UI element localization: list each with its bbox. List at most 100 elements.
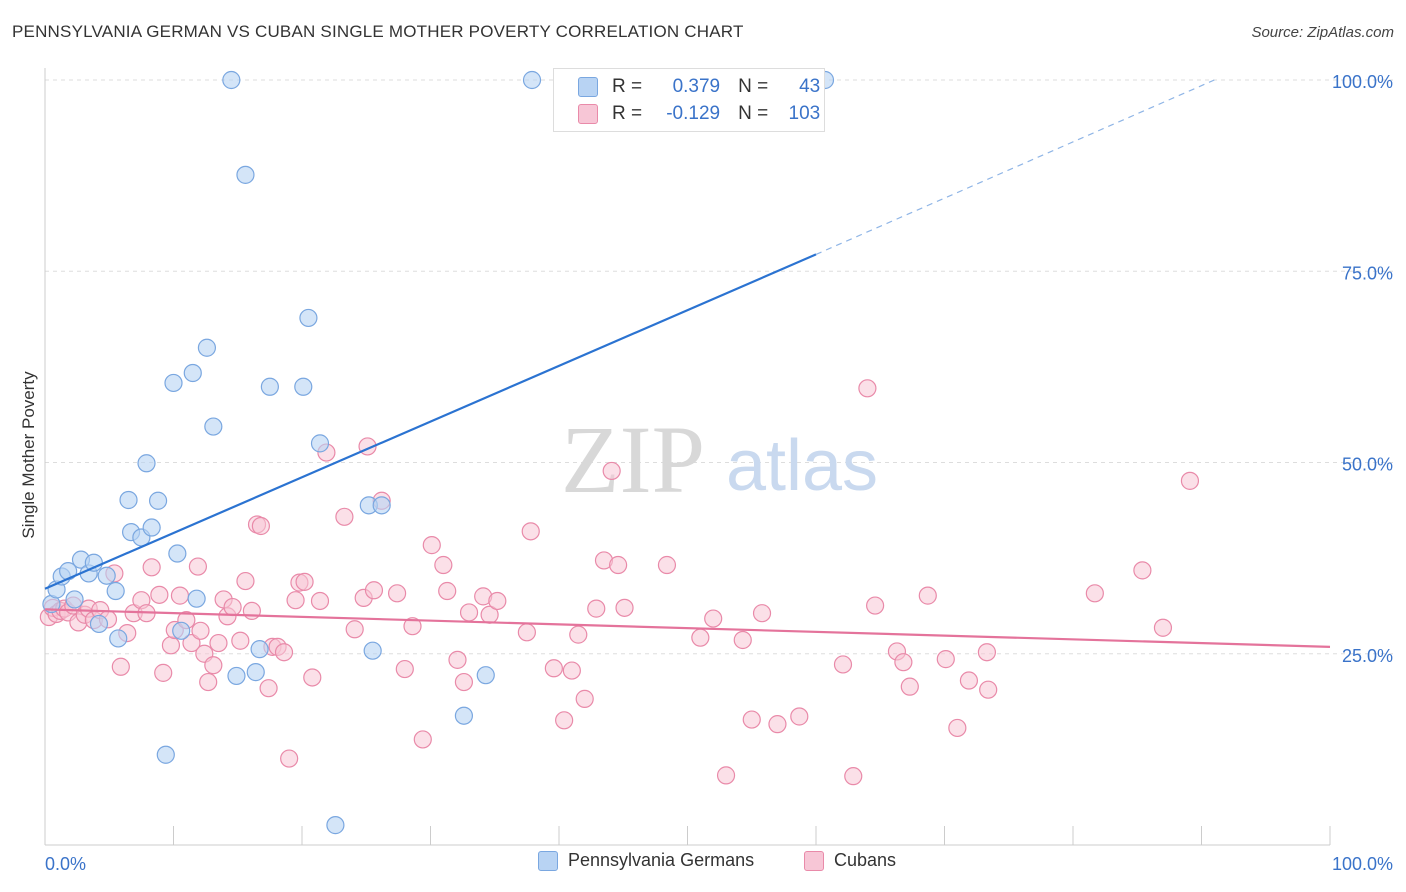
pennsylvania-germans-point [187,589,206,608]
cubans-point [1153,618,1173,637]
cubans-point [555,711,574,730]
cubans-point [752,604,772,623]
cubans-point [866,596,885,615]
pennsylvania-germans-point [299,308,318,328]
cubans-point [259,679,278,698]
cubans-point [191,621,210,640]
cubans-point [413,730,432,749]
cubans-point [364,581,384,600]
y-tick-label: 75.0% [1342,263,1393,283]
cubans-point [199,672,218,692]
y-tick-label: 50.0% [1342,455,1393,475]
cubans-point [488,591,507,611]
stats-r-key: R = [612,103,643,124]
pennsylvania-germans-point [372,496,391,515]
pennsylvania-germans-point [164,373,183,393]
cubans-point [1180,471,1200,490]
stats-n-key: N = [738,76,769,97]
chart-title: PENNSYLVANIA GERMAN VS CUBAN SINGLE MOTH… [12,22,744,41]
y-tick-label: 100.0% [1332,72,1393,92]
pennsylvania-germans-point [197,338,217,357]
stats-swatch-pink [578,104,598,124]
legend-item-pennsylvania-germans[interactable]: Pennsylvania Germans [538,850,754,871]
cubans-point [209,633,228,653]
cubans-point [161,636,181,655]
pennsylvania-germans-point [106,581,125,601]
cubans-point [223,597,242,617]
cubans-point [182,633,201,653]
cubans-point [387,584,407,603]
cubans-point [575,689,594,708]
cubans-point [858,379,877,398]
pennsylvania-germans-point [236,165,255,184]
pennsylvania-germans-point [65,590,84,609]
x-tick-label: 0.0% [45,854,86,874]
cubans-point [310,591,330,611]
pennsylvania-germans-point [222,70,241,90]
cubans-point [142,558,161,577]
cubans-point [733,630,752,650]
cubans-point [833,655,853,674]
pennsylvania-germans-point [137,454,156,473]
cubans-point [231,631,250,650]
legend: Pennsylvania Germans Cubans [0,850,1406,880]
stats-r-key: R = [612,76,643,97]
pennsylvania-germans-point [89,614,109,634]
cubans-point [242,601,261,621]
cubans-point [894,653,913,672]
cubans-point [170,586,190,605]
cubans-point [977,643,997,662]
cubans-point [345,620,364,639]
cubans-point [403,617,422,636]
legend-item-cubans[interactable]: Cubans [804,850,896,871]
watermark-zip: ZIP [561,406,705,513]
trend-line-cubans [44,608,1331,648]
pennsylvania-germans-point [204,417,223,436]
cubans-point [335,507,354,526]
x-tick-label: 100.0% [1332,854,1393,874]
tick-labels: 25.0% 50.0% 75.0% 100.0% 0.0% 100.0% [45,72,1393,874]
y-tick-label: 25.0% [1342,646,1393,666]
cubans-point [615,598,634,617]
stats-r-value: -0.129 [666,103,721,124]
pennsylvania-germans-point [363,641,382,660]
cubans-point [704,609,723,628]
cubans-point [979,680,998,699]
pennsylvania-germans-point [260,377,279,396]
pennsylvania-germans-point [172,621,191,640]
cubans-point [544,659,563,678]
cubans-point [716,766,736,785]
pennsylvania-germans-point [227,666,246,686]
cubans-point [691,628,710,647]
stats-n-value: 43 [799,76,821,97]
pennsylvania-germans-point [148,491,168,510]
cubans-point [434,555,453,575]
watermark: ZIP atlas [561,406,878,513]
y-axis-label: Single Mother Poverty [19,371,38,539]
cubans-point [236,571,255,591]
cubans-point [844,767,863,786]
cubans-point [587,599,606,618]
cubans-point [602,461,621,481]
pennsylvania-germans-point [119,490,138,510]
stats-row-pink: R = -0.129 N = 103 [578,102,820,126]
stats-n-value: 103 [788,103,821,124]
stats-n-key: N = [738,103,769,124]
cubans-point [768,715,787,734]
pennsylvania-germans-point [168,544,187,563]
cubans-point [438,581,457,601]
cubans-point [1085,584,1104,603]
legend-swatch-pink [804,850,824,871]
pennsylvania-germans-point [294,377,313,396]
cubans-point [150,585,169,604]
watermark-atlas: atlas [726,426,878,506]
cubans-point [280,749,299,768]
cubans-point [959,671,979,690]
pennsylvania-germans-point [326,816,345,835]
pennsylvania-germans-point [142,518,161,537]
trend-lines [44,79,1331,648]
pennsylvania-germans-point [183,363,202,383]
cubans-point [948,718,967,738]
cubans-point [422,536,441,555]
